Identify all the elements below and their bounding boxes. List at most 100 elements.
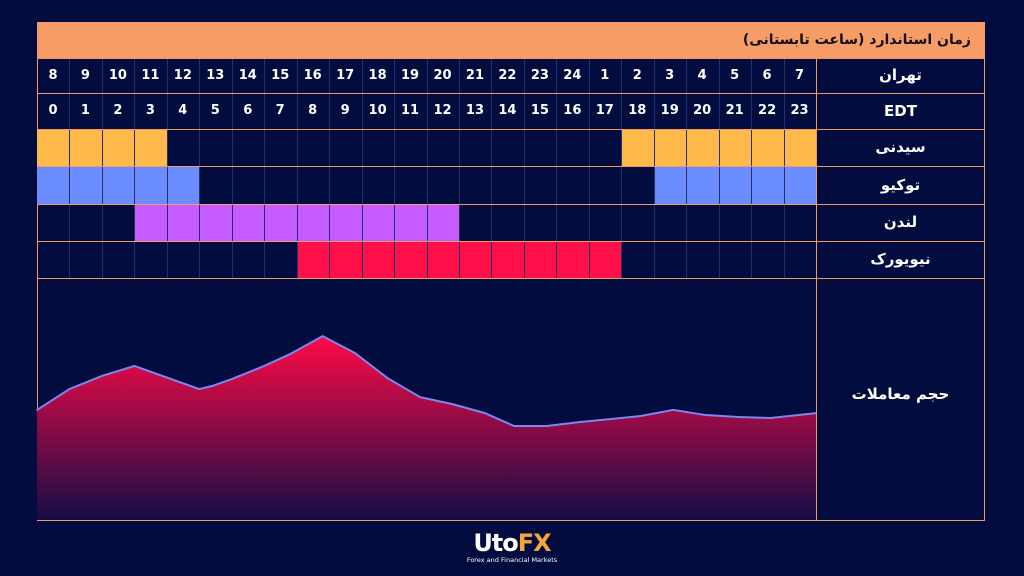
edt-hour: 9 <box>340 103 350 118</box>
volume-point <box>704 414 707 416</box>
volume-point <box>815 412 817 414</box>
session-bar <box>296 241 622 278</box>
row-label-newyork: نیویورک <box>870 250 931 268</box>
grid-line <box>523 58 525 278</box>
volume-point <box>321 335 324 337</box>
volume-area <box>37 336 816 520</box>
volume-point <box>289 353 291 355</box>
volume-point <box>484 412 486 414</box>
tehran-hour: 9 <box>80 68 90 83</box>
edt-hour: 22 <box>758 103 777 118</box>
grid-line <box>231 58 233 278</box>
volume-point <box>354 352 356 354</box>
edt-hour: 11 <box>400 103 420 118</box>
edt-hour: 6 <box>243 103 253 118</box>
edt-hour: 5 <box>210 103 220 118</box>
grid-line <box>686 58 688 278</box>
volume-point <box>578 421 580 423</box>
row-divider <box>37 58 985 59</box>
grid-line <box>296 58 298 278</box>
logo-part1: Uto <box>473 529 518 557</box>
edt-hour: 17 <box>595 103 614 118</box>
volume-point <box>451 403 454 405</box>
logo-part2: FX <box>517 529 552 557</box>
grid-line <box>783 58 785 278</box>
grid-line <box>458 58 460 278</box>
grid-line <box>556 58 558 278</box>
tehran-hour: 10 <box>108 68 127 83</box>
tehran-hour: 11 <box>141 68 160 83</box>
tehran-hour: 5 <box>730 68 740 83</box>
tehran-hour: 21 <box>465 68 484 83</box>
edt-hour: 14 <box>498 103 517 118</box>
edt-hour: 2 <box>113 103 123 118</box>
grid-line <box>718 58 720 278</box>
grid-line <box>69 58 71 278</box>
volume-point <box>513 425 515 427</box>
grid-line <box>361 58 363 278</box>
column-divider <box>816 58 817 521</box>
volume-point <box>769 417 772 419</box>
edt-hour: 3 <box>145 103 155 118</box>
volume-point <box>386 377 389 379</box>
volume-point <box>419 396 421 398</box>
volume-point <box>133 365 136 367</box>
tehran-hour: 13 <box>206 68 225 83</box>
tehran-hour: 15 <box>271 68 290 83</box>
tehran-hour: 6 <box>762 68 772 83</box>
edt-hour: 7 <box>275 103 285 118</box>
row-divider <box>37 278 985 279</box>
tehran-hour: 23 <box>530 68 549 83</box>
volume-point <box>263 365 266 367</box>
tehran-hour: 12 <box>173 68 192 83</box>
grid-line <box>394 58 396 278</box>
volume-point <box>672 409 674 411</box>
grid-line <box>134 58 136 278</box>
grid-line <box>329 58 331 278</box>
tehran-hour: 22 <box>498 68 517 83</box>
volume-point <box>211 385 214 387</box>
edt-hour: 23 <box>790 103 809 118</box>
tehran-hour: 20 <box>433 68 452 83</box>
tehran-hour: 14 <box>238 68 257 83</box>
volume-point <box>198 388 201 390</box>
edt-hour: 20 <box>693 103 712 118</box>
grid-line <box>621 58 623 278</box>
volume-point <box>101 375 103 377</box>
row-divider <box>37 204 985 205</box>
tehran-hour: 8 <box>48 68 58 83</box>
row-divider <box>37 241 985 242</box>
volume-point <box>639 415 642 417</box>
logo-tagline: Forex and Financial Markets <box>466 556 558 564</box>
edt-hour: 13 <box>465 103 484 118</box>
edt-hour: 15 <box>530 103 549 118</box>
row-label-tehran: تهران <box>879 66 922 84</box>
tehran-hour: 1 <box>600 68 610 83</box>
row-divider <box>37 129 985 130</box>
grid-line <box>199 58 201 278</box>
session-bar <box>37 166 200 204</box>
tehran-hour: 16 <box>303 68 322 83</box>
edt-hour: 12 <box>433 103 452 118</box>
edt-hour: 8 <box>308 103 318 118</box>
row-label-london: لندن <box>883 213 918 231</box>
grid-line <box>264 58 266 278</box>
volume-point <box>68 388 71 390</box>
table-header: زمان استاندارد (ساعت تابستانی) <box>37 22 985 58</box>
edt-hour: 21 <box>725 103 744 118</box>
grid-line <box>101 58 103 278</box>
tehran-hour: 4 <box>697 68 707 83</box>
volume-point <box>610 418 613 420</box>
tehran-hour: 24 <box>563 68 582 83</box>
edt-hour: 10 <box>368 103 387 118</box>
tehran-hour: 19 <box>400 68 420 83</box>
edt-hour: 19 <box>660 103 679 118</box>
grid-line <box>653 58 655 278</box>
volume-point <box>36 409 38 411</box>
row-label-edt: EDT <box>884 102 917 120</box>
grid-line <box>166 58 168 278</box>
grid-line <box>491 58 493 278</box>
row-divider <box>37 166 985 167</box>
edt-hour: 1 <box>80 103 90 118</box>
